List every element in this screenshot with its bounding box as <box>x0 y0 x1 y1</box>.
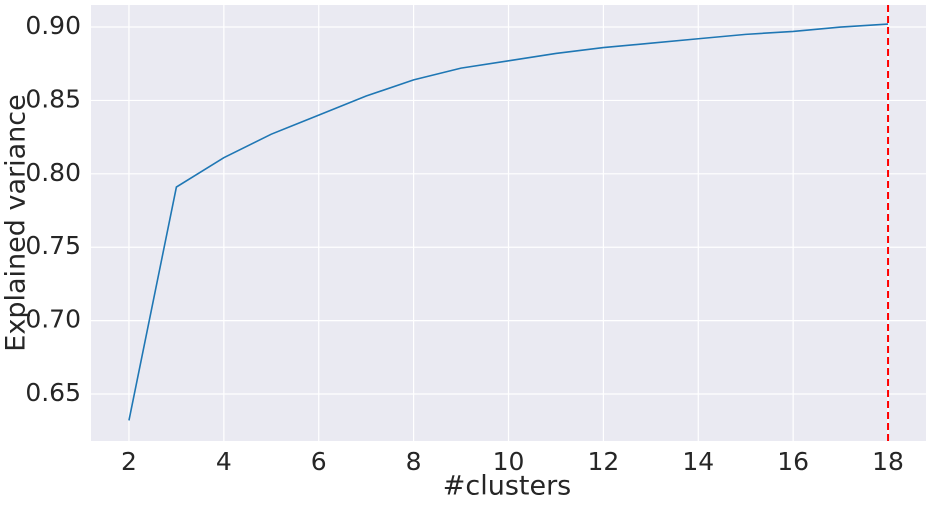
x-tick-label: 18 <box>872 447 904 476</box>
y-tick-label: 0.85 <box>25 84 81 113</box>
x-tick-label: 14 <box>682 447 714 476</box>
y-tick-label: 0.75 <box>25 231 81 260</box>
line-series <box>128 23 889 421</box>
x-tick-label: 16 <box>777 447 809 476</box>
x-axis-label: #clusters <box>443 471 572 502</box>
y-tick-label: 0.80 <box>25 158 81 187</box>
x-tick-label: 4 <box>216 447 232 476</box>
y-tick-label: 0.65 <box>25 378 81 407</box>
x-tick-label: 2 <box>121 447 137 476</box>
x-tick-label: 8 <box>406 447 422 476</box>
y-axis-label: Explained variance <box>1 94 32 351</box>
y-tick-label: 0.90 <box>25 11 81 40</box>
x-tick-label: 6 <box>311 447 327 476</box>
x-tick-label: 10 <box>493 447 525 476</box>
y-tick-label: 0.70 <box>25 305 81 334</box>
x-tick-label: 12 <box>587 447 619 476</box>
